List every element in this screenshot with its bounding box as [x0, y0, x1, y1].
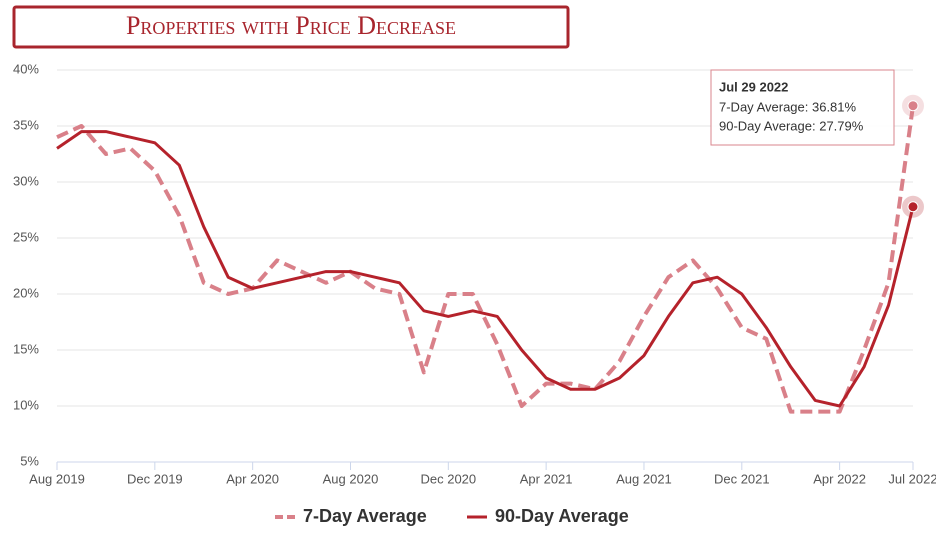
tooltip-item: 7-Day Average: 36.81%	[719, 99, 857, 114]
x-tick-label: Dec 2019	[127, 471, 183, 486]
legend-label: 90-Day Average	[495, 506, 629, 526]
y-tick-label: 40%	[13, 61, 39, 76]
tooltip-date: Jul 29 2022	[719, 79, 788, 94]
tooltip-box	[710, 69, 895, 146]
x-tick-label: Aug 2019	[29, 471, 85, 486]
line-1	[56, 130, 915, 408]
line-0	[56, 105, 915, 414]
y-tick-label: 35%	[13, 117, 39, 132]
x-tick-label: Dec 2020	[420, 471, 476, 486]
x-tick-label: Apr 2022	[813, 471, 866, 486]
tooltip: Jul 29 2022 7-Day Average: 36.81% 90-Day A…	[710, 69, 895, 146]
legend-label: 7-Day Average	[303, 506, 427, 526]
y-tick-label: 25%	[13, 229, 39, 244]
y-tick-label: 5%	[20, 453, 39, 468]
x-tick-label: Apr 2020	[226, 471, 279, 486]
point	[907, 100, 919, 112]
title-box	[12, 5, 570, 49]
y-tick-label: 15%	[13, 341, 39, 356]
point	[907, 201, 919, 213]
x-tick-label: Dec 2021	[714, 471, 770, 486]
y-tick-label: 10%	[13, 397, 39, 412]
y-tick-label: 30%	[13, 173, 39, 188]
x-tick-label: Aug 2021	[616, 471, 672, 486]
y-tick-label: 20%	[13, 285, 39, 300]
x-tick-label: Apr 2021	[520, 471, 573, 486]
tooltip-item: 90-Day Average: 27.79%	[719, 118, 864, 133]
x-tick-label: Aug 2020	[323, 471, 379, 486]
chart-title: Properties with Price Decrease	[126, 11, 456, 40]
x-tick-label: Jul 2022	[888, 471, 936, 486]
